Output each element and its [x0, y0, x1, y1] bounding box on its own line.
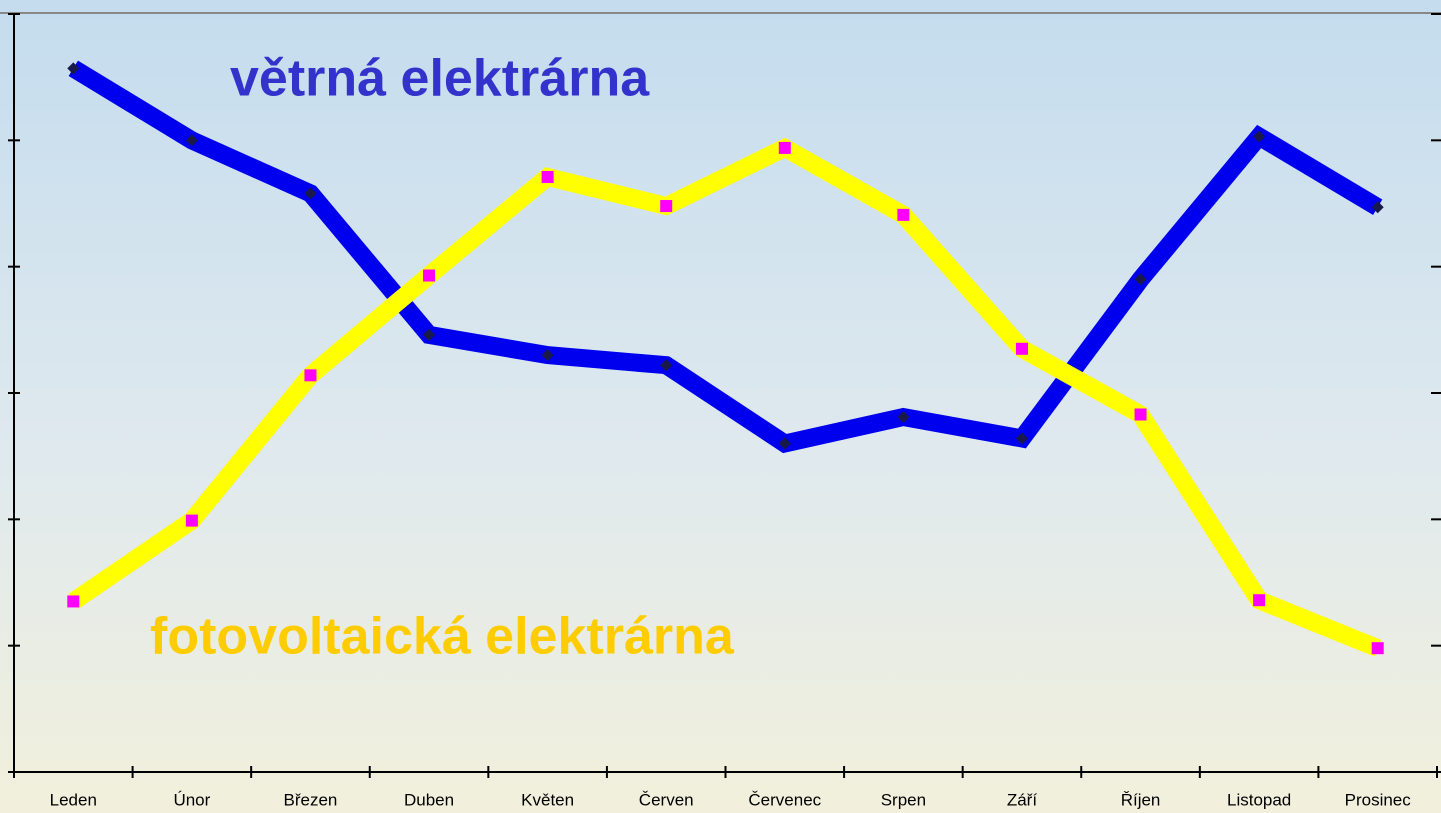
marker — [541, 349, 554, 362]
marker — [660, 359, 673, 372]
marker — [67, 62, 80, 75]
marker — [1371, 201, 1384, 214]
x-tick-label: Únor — [173, 790, 210, 809]
marker — [423, 328, 436, 341]
marker — [897, 208, 910, 221]
annotation: fotovoltaická elektrárna — [150, 608, 735, 666]
marker — [1253, 130, 1266, 143]
x-tick-label: Srpen — [881, 790, 926, 809]
x-tick-label: Říjen — [1121, 790, 1161, 809]
x-tick-label: Březen — [284, 790, 338, 809]
x-tick-label: Květen — [521, 790, 574, 809]
marker — [541, 170, 554, 183]
x-tick-label: Prosinec — [1345, 790, 1412, 809]
series-line — [68, 137, 1382, 657]
x-tick-label: Červen — [639, 790, 694, 809]
marker — [304, 187, 317, 200]
x-tick-label: Listopad — [1227, 790, 1291, 809]
marker — [304, 369, 317, 382]
marker — [185, 134, 198, 147]
plot: Leden Únor Březen Duben Květen Červen Červenec… — [8, 13, 1441, 809]
x-tick-label: Duben — [404, 790, 454, 809]
marker — [185, 514, 198, 527]
marker — [1134, 273, 1147, 286]
x-tick-label: Leden — [50, 790, 97, 809]
marker — [660, 200, 673, 213]
marker — [778, 437, 791, 450]
marker — [778, 141, 791, 154]
marker — [1134, 408, 1147, 421]
marker — [1253, 594, 1266, 607]
marker — [1015, 342, 1028, 355]
marker — [1015, 432, 1028, 445]
x-tick-label: Září — [1007, 790, 1038, 809]
series-line — [68, 60, 1383, 454]
marker — [67, 595, 80, 608]
marker — [1371, 642, 1384, 655]
marker — [423, 269, 436, 282]
x-tick-label: Červenec — [748, 790, 821, 809]
annotation: větrná elektrárna — [230, 50, 650, 108]
marker — [897, 411, 910, 424]
